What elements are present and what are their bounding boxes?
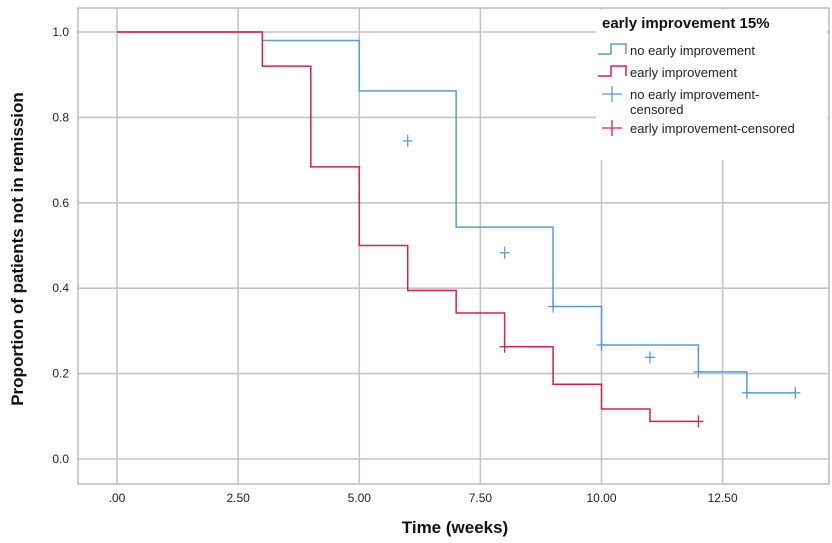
series-line <box>117 31 699 423</box>
y-tick-label: 0.0 <box>52 452 69 466</box>
legend-background <box>596 10 827 160</box>
x-tick-label: 5.00 <box>348 491 372 505</box>
y-axis-title: Proportion of patients not in remission <box>8 92 27 406</box>
x-tick-label: 7.50 <box>469 491 493 505</box>
legend: early improvement 15% no early improveme… <box>598 15 795 136</box>
x-tick-label: 12.50 <box>708 491 738 505</box>
legend-step-symbol <box>598 43 627 55</box>
legend-label: no early improvement- <box>630 87 759 102</box>
survival-curves <box>117 31 801 428</box>
y-tick-label: 0.6 <box>52 196 69 210</box>
legend-title: early improvement 15% <box>602 15 770 32</box>
y-tick-label: 0.4 <box>52 281 69 295</box>
x-axis-title: Time (weeks) <box>402 518 508 537</box>
y-tick-label: 0.8 <box>52 110 69 124</box>
legend-label: early improvement-censored <box>630 121 795 136</box>
x-tick-label: 2.50 <box>226 491 250 505</box>
legend-label: early improvement <box>630 65 737 80</box>
x-tick-label: .00 <box>109 491 126 505</box>
grid-lines <box>78 8 829 484</box>
x-tick-label: 10.00 <box>586 491 616 505</box>
series-line <box>117 31 796 394</box>
y-tick-label: 0.2 <box>52 367 69 381</box>
legend-label: no early improvement <box>630 43 755 58</box>
y-tick-label: 1.0 <box>52 25 69 39</box>
axis-ticks: .00 2.50 5.00 7.50 10.00 12.50 0.0 0.2 0.4 0.6 0.8… <box>52 25 738 505</box>
legend-label: censored <box>630 102 683 117</box>
legend-step-symbol <box>598 65 627 77</box>
